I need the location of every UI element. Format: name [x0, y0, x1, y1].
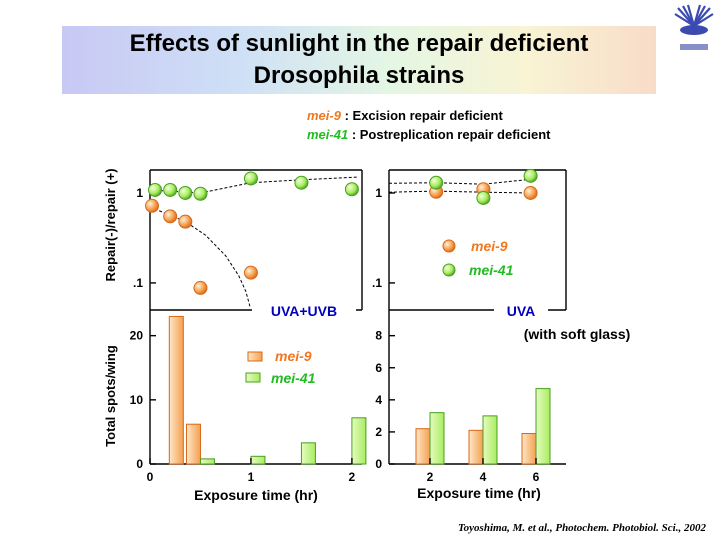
uva-spots-x-axis-title: Exposure time (hr) — [417, 485, 541, 501]
legend-label-mei-9: mei-9 — [275, 348, 312, 364]
uvauvb-repair-point-mei-41-6 — [344, 182, 359, 197]
uvauvb-spots-ytick-label-2: 20 — [130, 329, 144, 343]
legend-mei41-strain: mei-41 — [307, 127, 349, 142]
slide-title-line2: Drosophila strains — [253, 62, 465, 89]
uvauvb-repair-point-mei-9-0 — [145, 198, 160, 213]
uva-spots-ytick-label-1: 2 — [375, 425, 382, 439]
uvauvb-spots-xtick-label-2: 2 — [349, 470, 356, 484]
uva-repair-point-mei-41-0 — [429, 175, 444, 190]
legend-label-mei-41: mei-41 — [271, 370, 316, 386]
uva-repair-condition-label: UVA — [507, 303, 536, 319]
uvauvb-repair-condition-label: UVA+UVB — [271, 303, 337, 319]
uvauvb-spots-bar-mei-9-1 — [185, 423, 201, 465]
uvauvb-repair-point-mei-41-4 — [243, 171, 258, 186]
uva-repair-label-marker-mei-41 — [442, 263, 456, 277]
uvauvb-repair-point-mei-41-0 — [148, 182, 163, 197]
uvauvb-spots-bar-mei-41-2 — [300, 442, 316, 465]
legend-mei41-desc: : Postreplication repair deficient — [348, 127, 551, 142]
uva-spots-bar-mei-41-1 — [482, 415, 498, 465]
uvauvb-spots-x-axis-title: Exposure time (hr) — [194, 487, 318, 503]
spots-y-axis-title: Total spots/wing — [103, 345, 118, 447]
legend-swatch-mei-41 — [245, 372, 261, 383]
uva-spots-ytick-label-0: 0 — [375, 457, 382, 471]
uvauvb-spots-bar-mei-41-3 — [351, 417, 367, 465]
uvauvb-repair-point-mei-9-2 — [178, 214, 193, 229]
uvauvb-repair-point-mei-9-1 — [163, 209, 178, 224]
legend-swatch-mei-9 — [247, 351, 263, 362]
uva-spots-bar-mei-9-1 — [468, 429, 484, 465]
title-band — [62, 26, 656, 94]
uva-spots-xtick-label-1: 4 — [480, 470, 487, 484]
uva-repair-label-bg — [494, 300, 548, 320]
uva-spots-ytick-label-2: 4 — [375, 393, 382, 407]
uvauvb-spots-xtick-label-0: 0 — [147, 470, 154, 484]
uva-spots-bar-mei-41-0 — [429, 412, 445, 465]
uva-repair-ytick-label-1: .1 — [372, 276, 382, 290]
uvauvb-spots-ytick-label-1: 10 — [130, 393, 144, 407]
uva-repair-point-mei-41-1 — [476, 190, 491, 205]
uvauvb-repair-fit-line-mei-9 — [149, 206, 251, 307]
uva-repair-point-mei-41-2 — [523, 168, 538, 183]
uva-spots-ytick-label-4: 8 — [375, 329, 382, 343]
legend-mei9-strain: mei-9 — [307, 108, 341, 123]
uva-repair-series-label-mei-9: mei-9 — [471, 238, 508, 254]
uva-spots-bar-mei-9-0 — [415, 428, 431, 465]
uva-repair-fit-line-mei-41 — [388, 178, 531, 185]
uva-spots-bar-mei-41-2 — [535, 388, 551, 465]
legend-mei41-line: mei-41 : Postreplication repair deficien… — [307, 127, 550, 142]
uvauvb-repair-point-mei-41-5 — [294, 175, 309, 190]
uvauvb-repair-label-bg — [252, 300, 356, 320]
repair-y-axis-title: Repair(-)/repair (+) — [103, 168, 118, 281]
uvauvb-spots-ytick-label-0: 0 — [136, 457, 143, 471]
uvauvb-repair-ytick-label-0: 1 — [136, 186, 143, 200]
uvauvb-repair-point-mei-41-1 — [163, 182, 178, 197]
uva-repair-ytick-label-0: 1 — [375, 186, 382, 200]
uvauvb-spots-bar-mei-9-0 — [168, 315, 184, 465]
uvauvb-repair-point-mei-41-2 — [178, 185, 193, 200]
uvauvb-repair-point-mei-41-3 — [193, 186, 208, 201]
uva-repair-label-marker-mei-9 — [442, 239, 456, 253]
uvauvb-repair-point-mei-9-3 — [193, 280, 208, 295]
uva-repair-fit-line-mei-9 — [388, 190, 531, 194]
uva-spots-bar-mei-9-2 — [521, 433, 537, 465]
legend-mei9-line: mei-9 : Excision repair deficient — [307, 108, 503, 123]
uva-spots-annotation: (with soft glass) — [524, 326, 631, 342]
uvauvb-spots-bar-mei-41-1 — [250, 455, 266, 465]
slide-title-line1: Effects of sunlight in the repair defici… — [129, 30, 589, 57]
uvauvb-spots-bar-mei-41-0 — [199, 458, 215, 465]
citation: Toyoshima, M. et al., Photochem. Photobi… — [457, 522, 706, 534]
uva-repair-point-mei-9-2 — [523, 185, 538, 200]
uva-spots-xtick-label-0: 2 — [427, 470, 434, 484]
uva-repair-series-label-mei-41: mei-41 — [469, 262, 514, 278]
legend-mei9-desc: : Excision repair deficient — [340, 108, 503, 123]
university-logo — [674, 4, 714, 50]
uvauvb-repair-point-mei-9-4 — [243, 265, 258, 280]
uvauvb-spots-xtick-label-1: 1 — [248, 470, 255, 484]
uva-spots-xtick-label-2: 6 — [533, 470, 540, 484]
uvauvb-repair-ytick-label-1: .1 — [133, 276, 143, 290]
uva-spots-ytick-label-3: 6 — [375, 361, 382, 375]
